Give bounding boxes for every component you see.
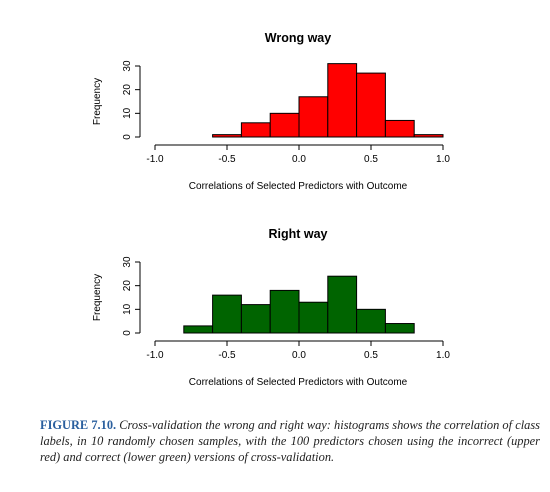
y-tick-label: 10 xyxy=(122,303,133,315)
histogram-bar xyxy=(413,134,444,138)
y-axis-label: Frequency xyxy=(92,78,103,125)
x-axis-label: Correlations of Selected Predictors with… xyxy=(189,181,408,192)
y-tick-label: 20 xyxy=(122,84,133,96)
chart-title: Wrong way xyxy=(265,31,331,45)
figure: Wrong way -1.0 -0.5 0.0 0.5 1.0 Correlations o… xyxy=(92,31,450,388)
histogram-right-way: Right way -1.0 -0.5 0.0 0.5 1.0 Correlations o… xyxy=(92,227,450,388)
y-axis-label: Frequency xyxy=(92,274,103,321)
histogram-bar xyxy=(212,134,242,138)
x-tick-label: 0.0 xyxy=(292,350,306,361)
x-tick-label: -0.5 xyxy=(218,350,236,361)
x-tick-label: 0.0 xyxy=(292,154,306,165)
histogram-bar xyxy=(356,308,386,334)
y-tick-label: 30 xyxy=(122,256,133,268)
histogram-bar xyxy=(240,304,271,334)
y-tick-label: 0 xyxy=(122,330,133,336)
x-tick-label: 0.5 xyxy=(364,350,378,361)
x-tick-label: 1.0 xyxy=(436,154,450,165)
histogram-bar xyxy=(384,119,415,138)
histogram-bar xyxy=(269,112,300,138)
x-tick-label: 1.0 xyxy=(436,350,450,361)
histogram-bar xyxy=(269,289,300,334)
caption-label: FIGURE 7.10. xyxy=(40,418,117,432)
histogram-bar xyxy=(240,122,271,138)
histogram-bar xyxy=(327,275,358,334)
x-axis-label: Correlations of Selected Predictors with… xyxy=(189,377,408,388)
histogram-bar xyxy=(327,63,358,138)
histogram-bar xyxy=(183,325,214,334)
histogram-bar xyxy=(298,301,329,334)
y-tick-label: 30 xyxy=(122,60,133,72)
caption-text: Cross-validation the wrong and right way… xyxy=(40,418,540,464)
histogram-bar xyxy=(356,72,386,138)
x-tick-label: 0.5 xyxy=(364,154,378,165)
y-tick-label: 20 xyxy=(122,280,133,292)
y-tick-label: 0 xyxy=(122,134,133,140)
y-tick-label: 10 xyxy=(122,107,133,119)
histogram-bar xyxy=(212,294,242,334)
figure-caption: FIGURE 7.10. Cross-validation the wrong … xyxy=(40,418,540,465)
x-tick-label: -1.0 xyxy=(146,154,164,165)
histogram-bar xyxy=(298,96,329,138)
histogram-wrong-way: Wrong way -1.0 -0.5 0.0 0.5 1.0 Correlations o… xyxy=(92,31,450,192)
chart-title: Right way xyxy=(268,227,327,241)
x-tick-label: -0.5 xyxy=(218,154,236,165)
histogram-bar xyxy=(384,323,415,334)
x-tick-label: -1.0 xyxy=(146,350,164,361)
